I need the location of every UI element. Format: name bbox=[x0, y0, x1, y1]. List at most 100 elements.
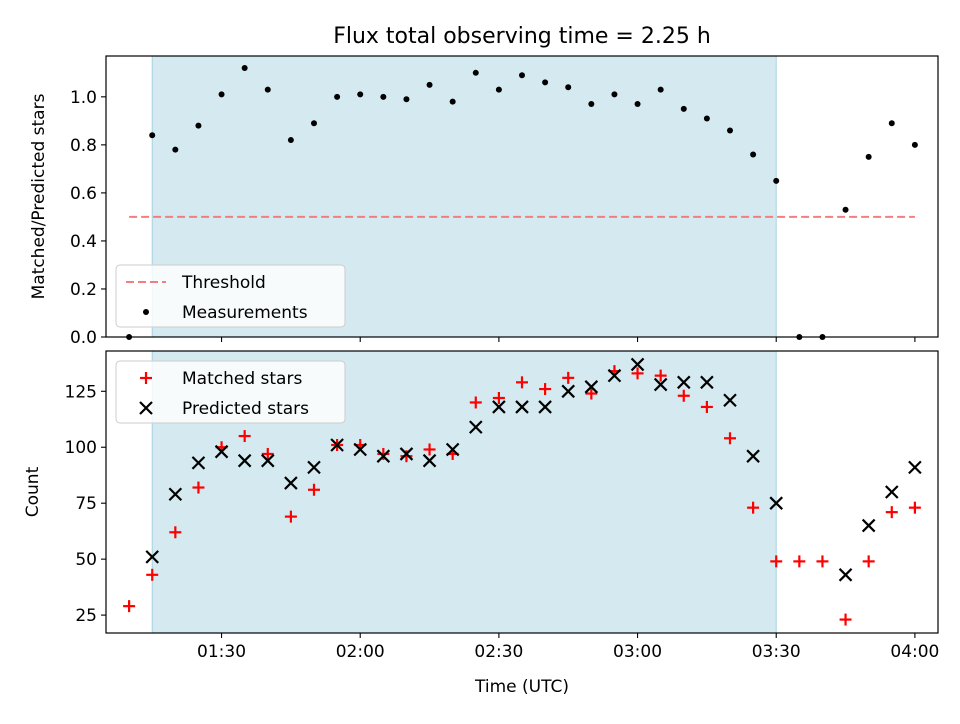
measurement-point bbox=[888, 120, 895, 127]
y-tick-label: 25 bbox=[75, 606, 97, 626]
top-y-axis-label: Matched/Predicted stars bbox=[29, 93, 49, 299]
predicted-stars-point bbox=[908, 460, 922, 475]
measurement-point bbox=[703, 115, 710, 122]
y-tick-label: 125 bbox=[65, 382, 97, 402]
predicted-stars-point bbox=[723, 393, 737, 408]
predicted-stars-point bbox=[584, 380, 599, 394]
measurement-point bbox=[195, 122, 202, 129]
predicted-stars-point bbox=[538, 400, 552, 414]
measurement-point bbox=[334, 93, 341, 100]
predicted-stars-point bbox=[561, 384, 576, 399]
matched-stars-point bbox=[816, 555, 829, 568]
measurement-point bbox=[680, 105, 687, 112]
matched-stars-point bbox=[631, 367, 644, 380]
measurement-point bbox=[449, 98, 456, 105]
y-tick-label: 50 bbox=[75, 550, 97, 570]
matched-stars-point bbox=[377, 447, 390, 460]
x-tick-label: 04:00 bbox=[890, 642, 939, 662]
predicted-stars-point bbox=[746, 449, 760, 463]
matched-stars-point bbox=[492, 392, 505, 404]
predicted-stars-point bbox=[399, 447, 414, 461]
measurement-point bbox=[657, 86, 664, 93]
matched-stars-point bbox=[140, 372, 152, 384]
predicted-stars-point bbox=[168, 487, 183, 502]
predicted-stars-point bbox=[630, 357, 645, 372]
y-tick-label: 0.4 bbox=[70, 232, 97, 252]
predicted-stars-point bbox=[607, 368, 622, 383]
measurement-point bbox=[634, 101, 641, 108]
predicted-stars-point bbox=[468, 420, 483, 434]
measurement-point bbox=[542, 79, 549, 86]
measurement-point bbox=[403, 96, 410, 103]
measurement-point bbox=[565, 84, 572, 91]
matched-stars-point bbox=[862, 555, 875, 568]
measurement-point bbox=[264, 86, 271, 93]
measurement-point bbox=[842, 206, 849, 213]
top-axes-frame bbox=[105, 55, 939, 338]
matched-stars-point bbox=[423, 443, 436, 456]
matched-stars-point bbox=[308, 483, 320, 496]
legend-box bbox=[115, 360, 346, 424]
matched-stars-point bbox=[747, 501, 760, 514]
measurement-point bbox=[218, 91, 225, 98]
matched-stars-point bbox=[654, 369, 667, 382]
y-tick-label: 0.8 bbox=[70, 136, 97, 156]
matched-stars-point bbox=[839, 613, 852, 626]
matched-stars-point bbox=[724, 432, 736, 445]
top-panel: 0.0 0.2 0.4 0.6 0.8 1.0 Matched/Predicted sta… bbox=[29, 55, 939, 348]
predicted-stars-point bbox=[307, 460, 321, 475]
matched-stars-point bbox=[677, 389, 690, 402]
y-tick-label: 0.2 bbox=[70, 280, 97, 300]
predicted-stars-point bbox=[769, 496, 784, 510]
predicted-stars-point bbox=[260, 453, 275, 468]
matched-stars-point bbox=[469, 396, 482, 409]
x-tick-label: 02:00 bbox=[336, 642, 385, 662]
measurement-point bbox=[727, 127, 733, 134]
measurement-point bbox=[472, 69, 479, 76]
legend-label: Measurements bbox=[182, 303, 308, 323]
y-tick-label: 0.6 bbox=[70, 184, 97, 204]
measurement-point bbox=[750, 151, 757, 158]
matched-stars-point bbox=[261, 447, 274, 460]
predicted-stars-point bbox=[653, 377, 668, 392]
predicted-stars-point bbox=[676, 375, 691, 390]
x-axis-label: Time (UTC) bbox=[474, 677, 569, 697]
predicted-stars-point bbox=[376, 449, 391, 463]
y-tick-label: 0.0 bbox=[70, 328, 97, 348]
matched-stars-point bbox=[885, 506, 898, 519]
matched-stars-point bbox=[793, 555, 806, 568]
bottom-axes-frame bbox=[105, 350, 939, 634]
matched-stars-point bbox=[192, 481, 205, 494]
legend-box bbox=[115, 264, 346, 328]
chart-title: Flux total observing time = 2.25 h bbox=[333, 24, 711, 49]
predicted-stars-point bbox=[191, 456, 206, 470]
predicted-stars-point bbox=[700, 375, 714, 390]
measurement-point bbox=[149, 132, 156, 139]
measurement-point bbox=[287, 137, 294, 144]
measurement-point bbox=[357, 91, 364, 98]
measurement-point bbox=[241, 65, 248, 72]
matched-stars-point bbox=[908, 501, 921, 514]
y-tick-label: 100 bbox=[65, 438, 97, 458]
matched-stars-point bbox=[516, 376, 528, 389]
measurement-point bbox=[426, 81, 433, 88]
measurement-point bbox=[172, 146, 179, 153]
matched-stars-point bbox=[539, 383, 552, 396]
predicted-stars-point bbox=[422, 453, 437, 468]
measurement-point bbox=[911, 141, 918, 148]
predicted-stars-point bbox=[884, 485, 899, 499]
bottom-legend: Matched stars Predicted stars bbox=[115, 360, 346, 424]
predicted-stars-point bbox=[445, 442, 460, 457]
predicted-stars-point bbox=[838, 568, 853, 582]
predicted-stars-point bbox=[284, 476, 298, 490]
matched-stars-point bbox=[585, 387, 598, 400]
predicted-stars-point bbox=[237, 453, 252, 468]
predicted-stars-point bbox=[139, 401, 153, 415]
x-tick-label: 01:30 bbox=[197, 642, 246, 662]
legend-label: Matched stars bbox=[182, 369, 302, 389]
top-legend: Threshold Measurements bbox=[115, 264, 346, 328]
matched-stars-point bbox=[146, 568, 159, 581]
matched-stars-point bbox=[123, 600, 136, 613]
measurement-point bbox=[380, 93, 387, 100]
